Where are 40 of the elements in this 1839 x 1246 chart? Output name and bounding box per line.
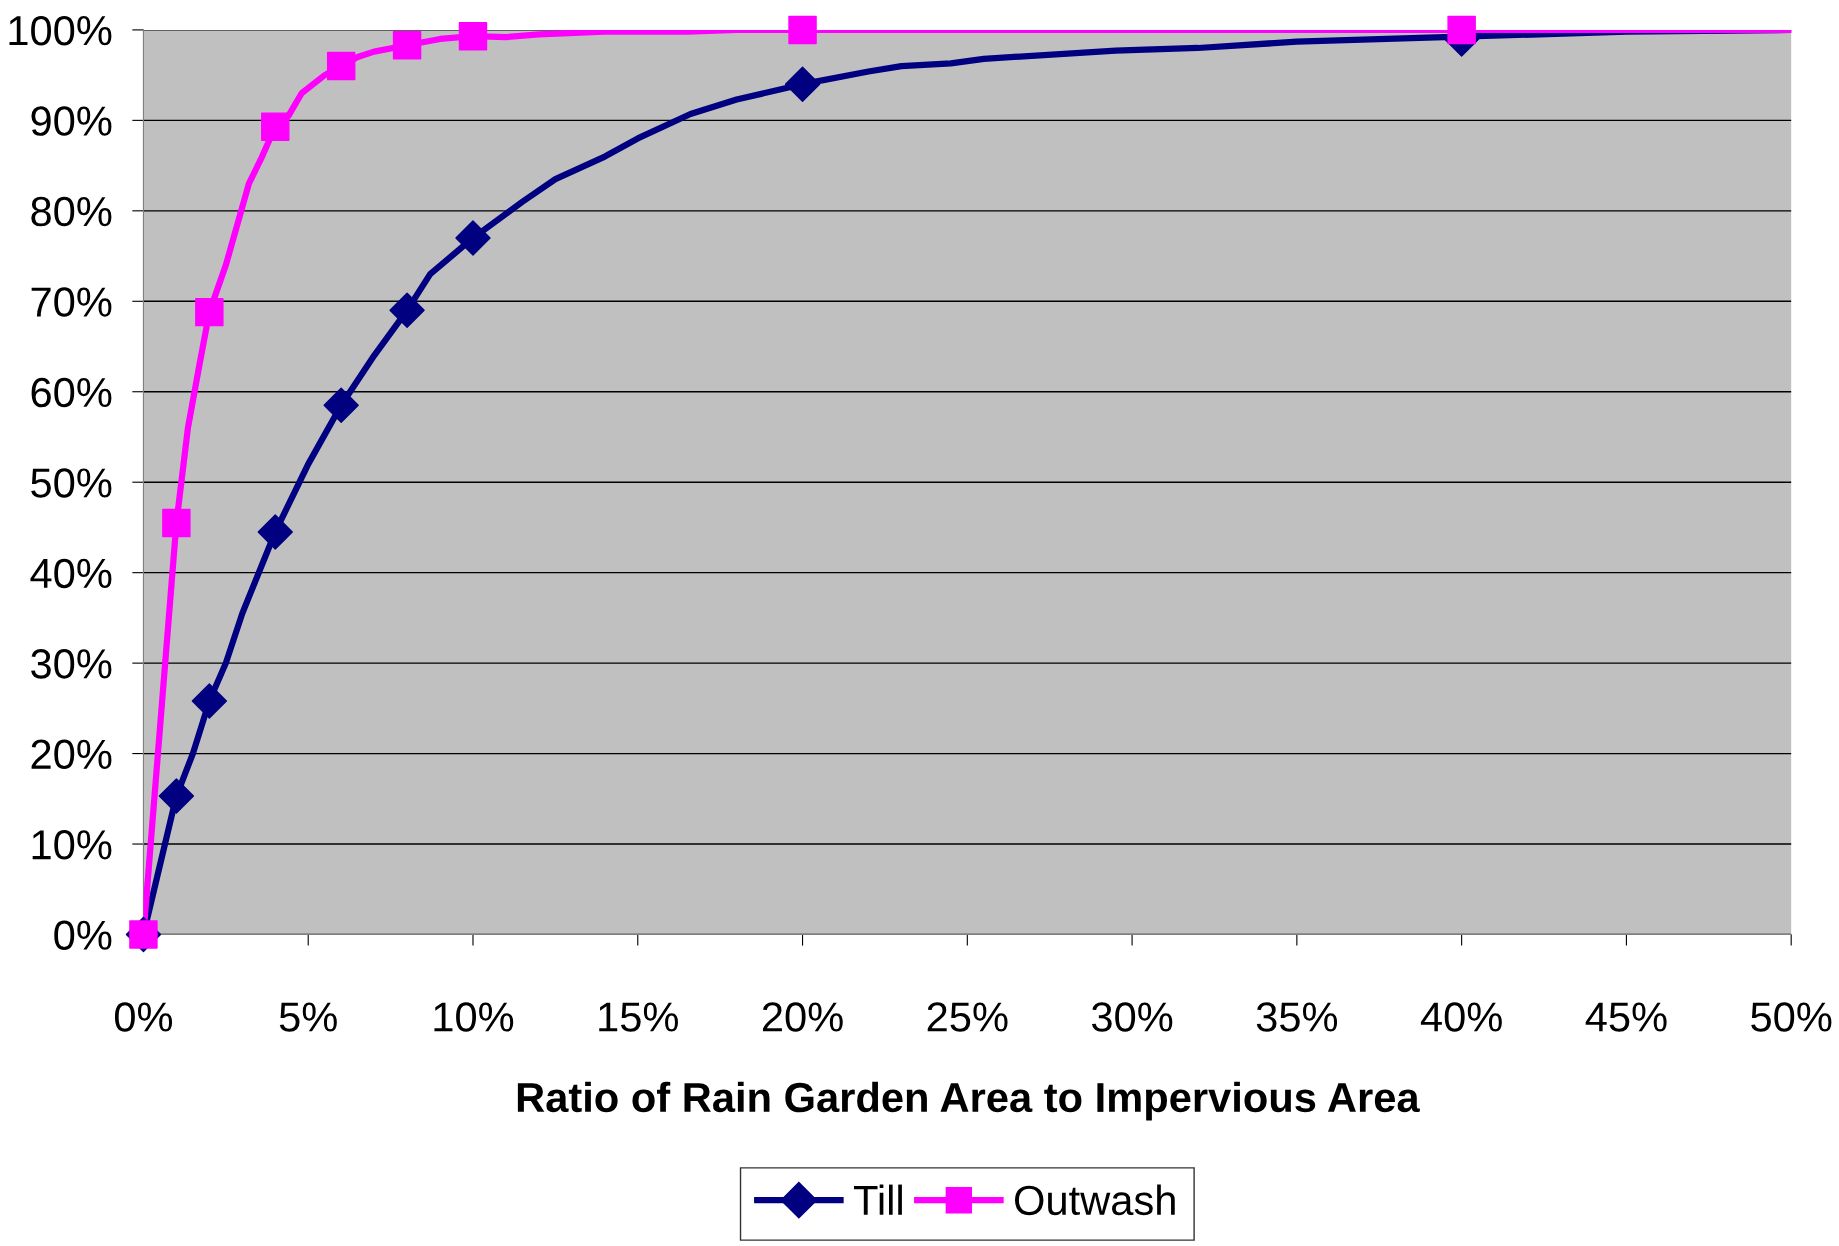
point bbox=[195, 297, 224, 327]
x-tick-label: 5% bbox=[279, 1002, 337, 1032]
x-tick-label: 10% bbox=[434, 1002, 514, 1032]
point bbox=[257, 514, 293, 550]
y-tick-label: 30% bbox=[31, 649, 112, 679]
point bbox=[389, 292, 425, 329]
y-tick-label: 80% bbox=[31, 196, 112, 227]
x-tick-label: 25% bbox=[927, 1002, 1008, 1032]
point bbox=[455, 220, 491, 256]
x-tick-label: 35% bbox=[1256, 1002, 1338, 1032]
x-axis-title: Ratio of Rain Garden Area to Impervious Area bbox=[517, 1081, 1420, 1121]
y-tick-label: 60% bbox=[31, 377, 112, 408]
point bbox=[323, 387, 359, 424]
y-tick-label: 10% bbox=[32, 830, 112, 860]
point bbox=[784, 66, 821, 102]
point bbox=[392, 31, 422, 60]
x-tick-label: 0% bbox=[114, 1002, 173, 1032]
point bbox=[326, 51, 356, 81]
y-tick-label: 90% bbox=[31, 106, 112, 136]
y-tick-label: 20% bbox=[31, 739, 112, 770]
x-tick-label: 45% bbox=[1585, 1002, 1667, 1032]
x-tick-label: 20% bbox=[762, 1002, 843, 1032]
legend-label: Till bbox=[853, 1184, 902, 1215]
point bbox=[458, 22, 488, 51]
point bbox=[162, 508, 191, 538]
point bbox=[788, 15, 817, 45]
point bbox=[1447, 15, 1476, 45]
y-tick-label: 100% bbox=[9, 15, 112, 46]
x-tick-label: 50% bbox=[1751, 1002, 1832, 1032]
x-tick-label: 40% bbox=[1420, 1002, 1502, 1032]
x-tick-label: 30% bbox=[1091, 1002, 1173, 1032]
point bbox=[261, 112, 290, 141]
y-tick-label: 40% bbox=[30, 558, 112, 589]
y-tick-label: 0% bbox=[54, 920, 112, 951]
y-tick-label: 70% bbox=[31, 287, 112, 317]
y-tick-label: 50% bbox=[31, 468, 112, 498]
legend-label: Outwash bbox=[1014, 1184, 1175, 1216]
point bbox=[191, 683, 228, 719]
x-tick-label: 15% bbox=[599, 1002, 678, 1032]
point bbox=[158, 778, 195, 814]
